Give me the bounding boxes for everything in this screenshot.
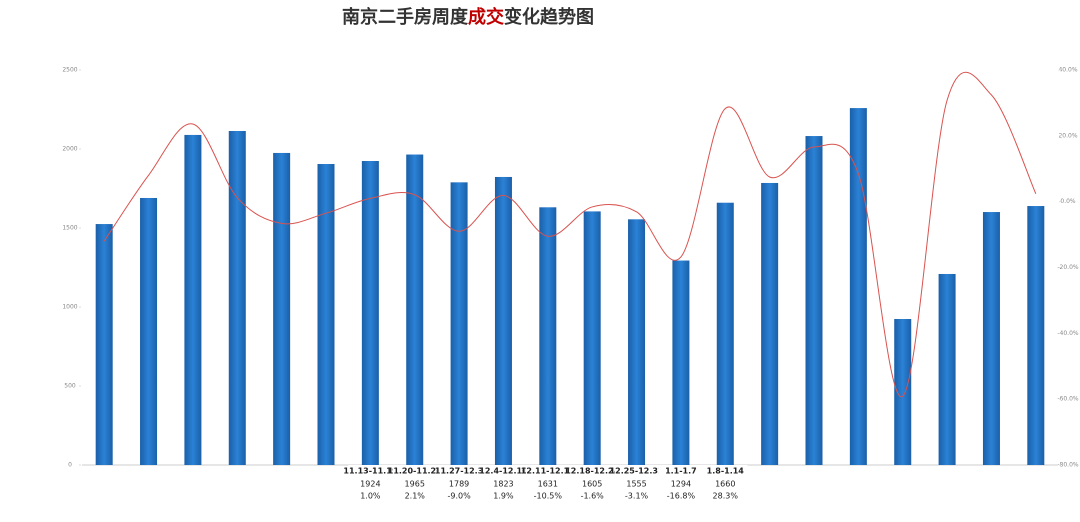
table-cell [481, 465, 526, 503]
y2-tick-label: -60.0% [1057, 396, 1079, 403]
table-cell [525, 465, 570, 503]
y2-tick-label: -80.0% [1057, 462, 1079, 469]
change-label: -1.6% [581, 492, 605, 501]
change-label: 2.1% [405, 492, 426, 501]
bar [140, 197, 158, 466]
bar [317, 164, 335, 465]
bar-value-label: 1294 [671, 480, 691, 489]
table-cell [392, 465, 437, 503]
bar-value-label: 1660 [715, 480, 735, 489]
change-label: 1.0% [360, 492, 381, 501]
category-label: 12.4-12.10 [479, 467, 528, 476]
category-label: 11.20-11.26 [388, 467, 442, 476]
bar [494, 176, 512, 465]
line [103, 71, 1037, 397]
category-label: 11.27-12.3 [435, 467, 483, 476]
y-tick-label: 1500 [62, 225, 77, 232]
change-label: -9.0% [447, 492, 471, 501]
bar [583, 211, 601, 465]
bar [273, 152, 291, 465]
bar [184, 134, 202, 466]
title-part: 变化趋势图 [504, 6, 594, 28]
bar-value-label: 1605 [582, 480, 602, 489]
bar [849, 108, 867, 465]
category-label: 1.1-1.7 [665, 467, 697, 476]
bar [450, 182, 468, 465]
table-cell [570, 465, 615, 503]
bar [406, 154, 424, 465]
table-cell [436, 465, 482, 503]
change-label: -10.5% [534, 492, 563, 501]
bar [805, 136, 823, 465]
bar [1027, 206, 1045, 465]
bar [938, 273, 956, 465]
y-tick-label: 0 [68, 462, 72, 469]
bar [672, 260, 690, 465]
bar-value-label: 1823 [493, 480, 513, 489]
bar-value-label: 1965 [405, 480, 425, 489]
bar [982, 212, 1000, 465]
table-cell [658, 465, 704, 503]
category-label: 12.18-12.24 [565, 467, 619, 476]
category-label: 12.25-12.31 [610, 467, 664, 476]
bar [95, 224, 113, 465]
y-tick-label: 500 [64, 383, 76, 390]
y2-tick-label: 20.0% [1058, 132, 1077, 139]
bar [228, 130, 246, 465]
bar [894, 319, 912, 465]
category-label: 11.13-11.19 [343, 467, 397, 476]
bar-value-label: 1924 [360, 480, 380, 489]
title-part: 成交 [468, 6, 504, 28]
table-cell [348, 465, 393, 503]
category-label: 12.11-12.17 [521, 467, 575, 476]
chart-title: 南京二手房周度成交变化趋势图 [342, 6, 594, 28]
y-tick-label: 2500 [62, 67, 77, 74]
bar-value-label: 1789 [449, 480, 469, 489]
title-part: 南京二手房周度 [342, 6, 469, 28]
bar [716, 202, 734, 465]
y-tick-label: 2000 [62, 146, 77, 153]
bar [628, 219, 646, 465]
table-cell [703, 465, 748, 503]
change-label: -16.8% [667, 492, 696, 501]
y2-tick-label: 0.0% [1060, 198, 1076, 205]
y2-tick-label: 40.0% [1058, 67, 1077, 74]
table-cell [614, 465, 659, 503]
category-label: 1.8-1.14 [707, 467, 745, 476]
change-label: 1.9% [493, 492, 514, 501]
y-tick-label: 1000 [62, 304, 77, 311]
change-label: -3.1% [625, 492, 649, 501]
change-label: 28.3% [713, 492, 739, 501]
bar [539, 207, 557, 465]
bar-value-label: 1631 [538, 480, 558, 489]
y2-tick-label: -20.0% [1057, 264, 1079, 271]
bar [361, 161, 379, 465]
bar-value-label: 1555 [626, 480, 646, 489]
y2-tick-label: -40.0% [1057, 330, 1079, 337]
bar [761, 182, 779, 465]
